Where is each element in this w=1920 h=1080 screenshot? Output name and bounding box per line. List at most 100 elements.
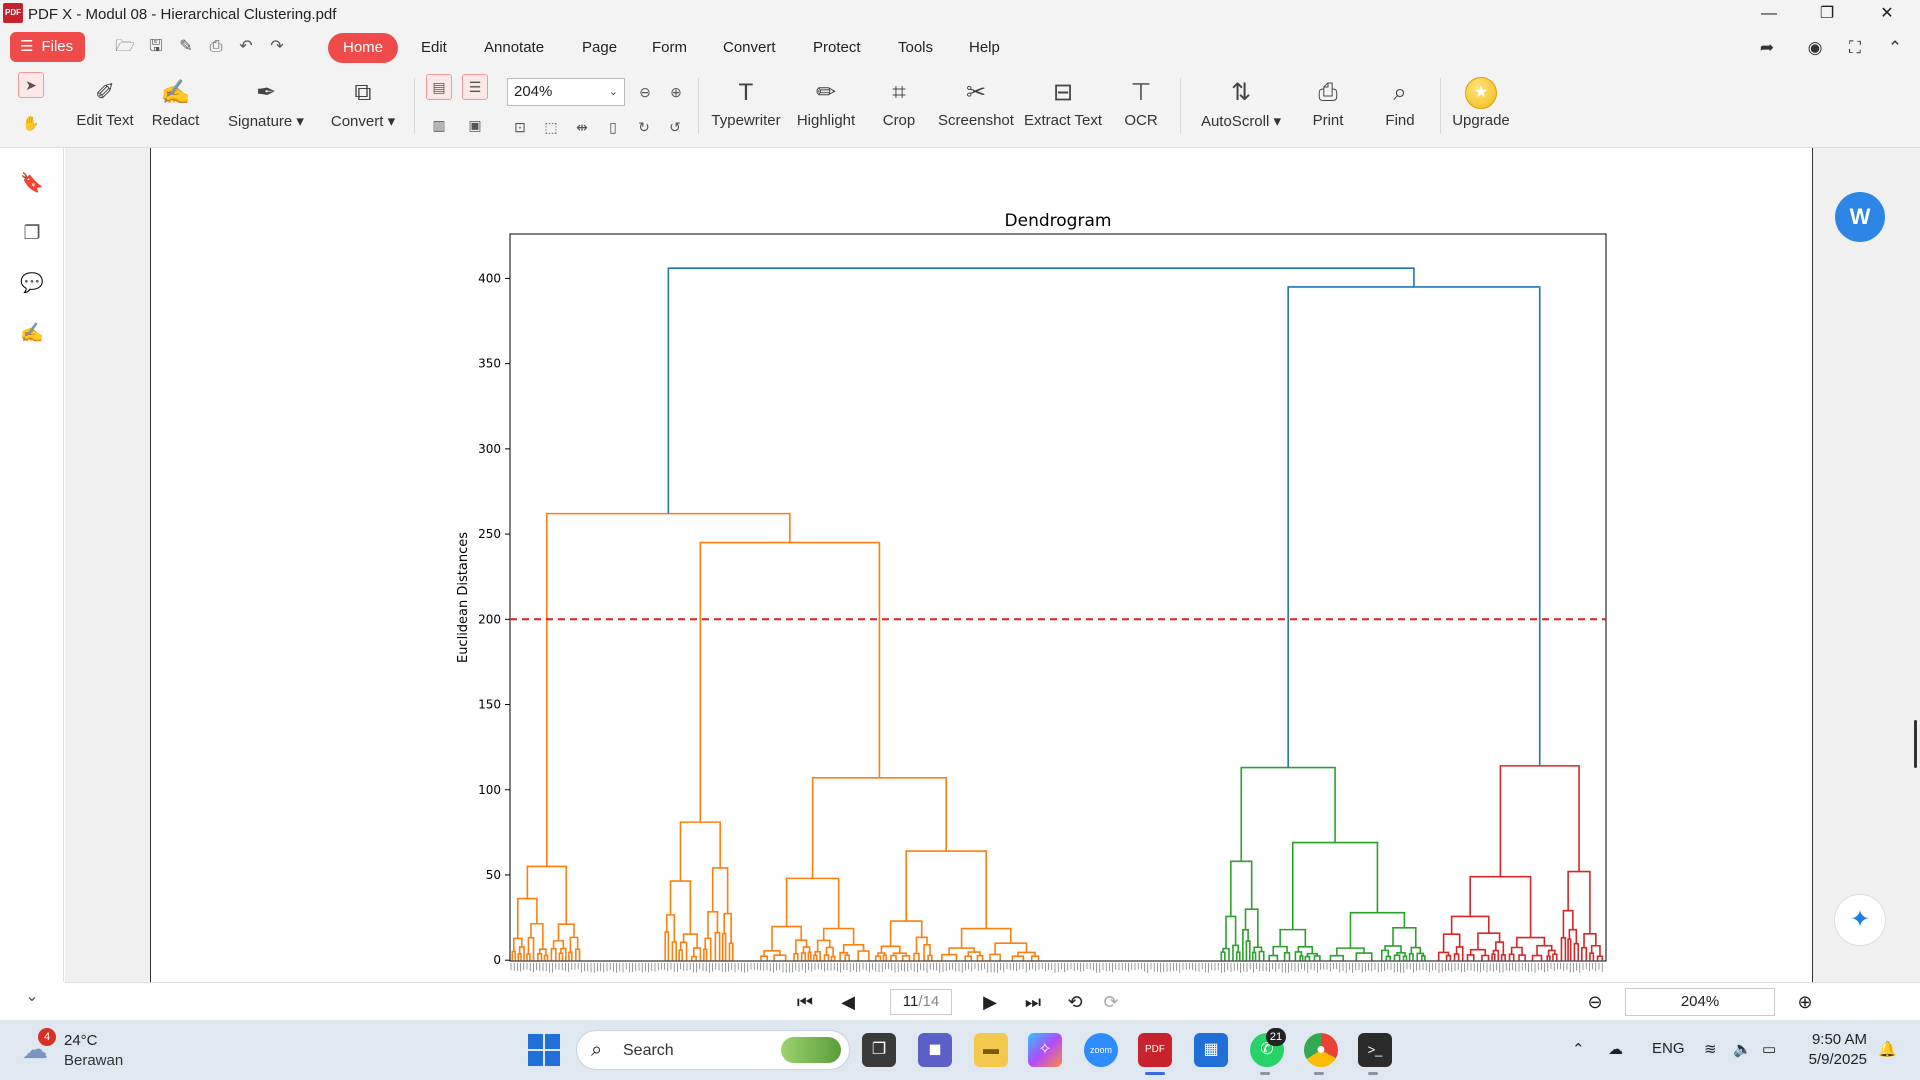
menu-home[interactable]: Home xyxy=(328,33,398,63)
battery-icon[interactable]: ▭ xyxy=(1762,1041,1777,1058)
signature-button[interactable]: ✒ Signature ▾ xyxy=(225,74,307,130)
previous-page-icon[interactable]: ◀ xyxy=(841,992,855,1012)
select-tool-icon[interactable]: ➤ xyxy=(18,72,44,98)
redact-button[interactable]: ✍ Redact xyxy=(148,74,203,129)
volume-icon[interactable]: 🔈 xyxy=(1733,1041,1752,1058)
share-icon[interactable]: ➦ xyxy=(1759,38,1775,57)
print-button[interactable]: ⎙ Print xyxy=(1308,74,1348,129)
dendrogram-link xyxy=(844,954,850,961)
rotate-counterclockwise-icon[interactable]: ↺ xyxy=(669,119,681,135)
edit-text-button[interactable]: ✐ Edit Text xyxy=(75,74,135,129)
two-page-icon[interactable]: ▥ xyxy=(432,117,446,133)
highlight-button[interactable]: ✏ Highlight xyxy=(792,74,860,129)
fullscreen-icon[interactable]: ⛶ xyxy=(1849,38,1861,57)
last-page-icon[interactable]: ⏭ xyxy=(1024,992,1042,1012)
page-number-input[interactable]: 11/14 xyxy=(890,989,952,1015)
clock-time[interactable]: 9:50 AM xyxy=(1811,1031,1867,1048)
fit-width-icon[interactable]: ⇹ xyxy=(576,119,588,135)
menu-page[interactable]: Page xyxy=(582,39,618,56)
maximize-button[interactable]: ❐ xyxy=(1819,5,1835,22)
open-folder-icon[interactable]: 🗁 xyxy=(115,38,135,55)
save-as-icon[interactable]: ✎ xyxy=(179,38,193,55)
zoom-in-icon[interactable]: ⊕ xyxy=(670,84,682,100)
pages-icon[interactable]: ❐ xyxy=(23,223,41,244)
file-explorer-icon[interactable]: ▬ xyxy=(974,1033,1008,1067)
menu-help[interactable]: Help xyxy=(969,39,1000,56)
teams-icon[interactable]: ◼ xyxy=(918,1033,952,1067)
continuous-page-icon[interactable]: ☰ xyxy=(462,74,488,100)
hand-tool-icon[interactable]: ✋ xyxy=(22,115,40,131)
menu-annotate[interactable]: Annotate xyxy=(484,39,545,56)
fit-visible-icon[interactable]: ▯ xyxy=(609,119,617,135)
rotate-clockwise-icon[interactable]: ↻ xyxy=(638,119,650,135)
print-icon[interactable]: ⎙ xyxy=(209,38,223,55)
pdfx-app-icon[interactable]: PDF xyxy=(1138,1033,1172,1067)
page-delete-icon[interactable]: ▣ xyxy=(468,117,482,133)
find-button[interactable]: ⌕ Find xyxy=(1380,74,1420,129)
ocr-button[interactable]: ⊤ OCR xyxy=(1120,74,1162,129)
read-mode-icon[interactable]: ◉ xyxy=(1807,38,1823,57)
undo-icon[interactable]: ↶ xyxy=(239,38,253,55)
fit-page-icon[interactable]: ⬚ xyxy=(544,119,558,135)
autoscroll-button[interactable]: ⇅ AutoScroll ▾ xyxy=(1196,74,1286,130)
comment-icon[interactable]: 💬 xyxy=(20,273,44,294)
collapse-ribbon-icon[interactable]: ⌃ xyxy=(1887,38,1903,57)
actual-size-icon[interactable]: ⊡ xyxy=(514,119,526,135)
vertical-scrollbar[interactable] xyxy=(1914,720,1917,768)
chevron-down-icon[interactable]: ⌄ xyxy=(25,988,39,1005)
next-page-icon[interactable]: ▶ xyxy=(983,992,997,1012)
dendrogram-link xyxy=(882,954,888,961)
ai-assistant-icon[interactable]: ✦ xyxy=(1834,894,1886,946)
files-button[interactable]: ☰ Files xyxy=(10,32,85,62)
upgrade-label: Upgrade xyxy=(1452,112,1510,129)
ms-store-icon[interactable]: ▦ xyxy=(1194,1033,1228,1067)
zoom-level-input[interactable]: 204% xyxy=(1625,988,1775,1016)
onedrive-icon[interactable]: ☁ xyxy=(1608,1041,1623,1058)
dendrogram-link xyxy=(890,954,897,961)
show-hidden-icons-icon[interactable]: ⌃ xyxy=(1572,1041,1585,1058)
go-back-icon[interactable]: ⟲ xyxy=(1067,992,1083,1012)
chrome-icon[interactable]: ● xyxy=(1304,1033,1338,1067)
weather-temperature[interactable]: 24°C xyxy=(64,1032,98,1049)
close-button[interactable]: ✕ xyxy=(1880,5,1894,22)
notifications-bell-icon[interactable]: 🔔 xyxy=(1878,1041,1897,1058)
screenshot-button[interactable]: ✂ Screenshot xyxy=(936,74,1016,129)
document-viewport[interactable]: Dendrogram Euclidean Distances 0 50 100 150 20… xyxy=(65,148,1920,982)
menu-protect[interactable]: Protect xyxy=(813,39,861,56)
save-icon[interactable]: 🖫 xyxy=(149,38,163,55)
upgrade-button[interactable]: ★ Upgrade xyxy=(1448,74,1514,129)
wifi-icon[interactable]: ≋ xyxy=(1704,1041,1717,1058)
print-label: Print xyxy=(1312,112,1344,129)
crop-button[interactable]: ⌗ Crop xyxy=(877,74,921,129)
first-page-icon[interactable]: ⏮ xyxy=(796,992,814,1012)
convert-to-word-icon[interactable]: W xyxy=(1835,192,1885,242)
task-view-icon[interactable]: ❐ xyxy=(862,1033,896,1067)
bookmark-icon[interactable]: 🔖 xyxy=(20,173,44,194)
dendrogram-link xyxy=(1283,951,1291,961)
zoom-out-icon[interactable]: ⊖ xyxy=(1587,992,1603,1012)
menu-form[interactable]: Form xyxy=(652,39,687,56)
taskbar-search[interactable]: ⌕ Search xyxy=(576,1030,850,1070)
extract-text-button[interactable]: ⊟ Extract Text xyxy=(1022,74,1104,129)
convert-button[interactable]: ⧉ Convert ▾ xyxy=(328,74,398,130)
clock-date[interactable]: 5/9/2025 xyxy=(1808,1051,1867,1068)
typewriter-button[interactable]: T Typewriter xyxy=(708,74,784,129)
terminal-icon[interactable]: >_ xyxy=(1358,1033,1392,1067)
zoom-in-icon[interactable]: ⊕ xyxy=(1797,992,1813,1012)
zoom-app-icon[interactable]: zoom xyxy=(1084,1033,1118,1067)
menu-edit[interactable]: Edit xyxy=(421,39,447,56)
minimize-button[interactable]: — xyxy=(1761,5,1777,22)
language-indicator[interactable]: ENG xyxy=(1652,1040,1685,1057)
signature-panel-icon[interactable]: ✍ xyxy=(20,323,44,344)
zoom-out-icon[interactable]: ⊖ xyxy=(639,84,651,100)
go-forward-icon[interactable]: ⟳ xyxy=(1103,992,1119,1012)
menu-convert[interactable]: Convert xyxy=(723,39,776,56)
menu-tools[interactable]: Tools xyxy=(898,39,934,56)
redo-icon[interactable]: ↷ xyxy=(270,38,284,55)
weather-description[interactable]: Berawan xyxy=(64,1052,124,1069)
zoom-select[interactable]: 204% ⌄ xyxy=(507,78,625,106)
dendrogram-link xyxy=(1287,286,1541,768)
single-page-icon[interactable]: ▤ xyxy=(426,74,452,100)
copilot-icon[interactable]: ✧ xyxy=(1028,1033,1062,1067)
start-windows-icon[interactable] xyxy=(528,1034,560,1066)
